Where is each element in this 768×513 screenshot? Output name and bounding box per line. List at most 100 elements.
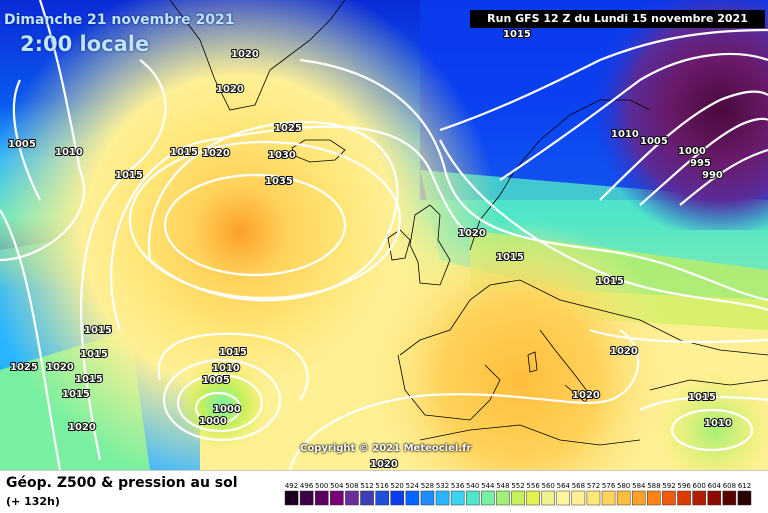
isobar-1015-ne [439, 139, 768, 312]
copyright-notice: Copyright © 2021 Meteociel.fr [300, 443, 472, 454]
isobar-label: 1030 [268, 150, 296, 161]
isobar-1005-e [499, 52, 768, 181]
isobars [0, 0, 768, 470]
pressure-map: 1015 1020 1020 1020 1005 1010 1015 1020 … [0, 0, 768, 470]
isobar-1015-mid [157, 332, 309, 401]
scale-tick-label: 560 [542, 482, 555, 490]
isobar-1005-nw [12, 79, 41, 201]
scale-swatch [496, 490, 510, 506]
field-low-green [150, 350, 290, 460]
isobar-1000-low [194, 391, 242, 425]
scale-tick-label: 576 [602, 482, 616, 490]
isobar-1020-west [110, 125, 481, 331]
uk-coast [409, 204, 451, 286]
scale-swatch [330, 490, 344, 506]
scale-tick-label: 596 [677, 482, 691, 490]
scale-swatch [631, 490, 646, 506]
scale-swatch [299, 490, 314, 506]
scale-tick-label: 552 [511, 482, 524, 490]
scale-swatch [345, 490, 359, 506]
isobar-label: 1015 [170, 147, 198, 158]
forecast-time: 2:00 locale [20, 32, 150, 56]
scale-tick-label: 600 [693, 482, 706, 490]
run-info-banner: Run GFS 12 Z du Lundi 15 novembre 2021 [470, 10, 765, 28]
isobar-label: 1015 [503, 29, 531, 40]
scale-swatch [616, 490, 631, 506]
isobar-1000-e [599, 90, 768, 201]
scale-swatch [707, 490, 722, 506]
isobar-label: 1010 [55, 147, 83, 158]
isobar-label: 1000 [199, 416, 227, 427]
scale-swatch [465, 490, 480, 506]
scale-tick-label: 520 [391, 482, 404, 490]
isobar-label: 1020 [202, 148, 230, 159]
isobar-label: 1020 [370, 459, 398, 470]
scale-swatch [737, 490, 752, 506]
scale-tick-label: 528 [421, 482, 434, 490]
scale-swatch [692, 490, 706, 506]
isobar-1020-south [288, 329, 640, 470]
scale-swatch [284, 490, 299, 506]
scale-tick-label: 544 [481, 482, 495, 490]
isobar-label: 1020 [231, 49, 259, 60]
scale-tick-label: 516 [375, 482, 389, 490]
scale-swatch [647, 490, 661, 506]
scale-tick-label: 524 [406, 482, 420, 490]
scale-swatch [360, 490, 374, 506]
scale-tick-label: 540 [466, 482, 479, 490]
isobar-label: 1015 [688, 392, 716, 403]
scale-swatch [450, 490, 465, 506]
isobar-1010-nw [0, 0, 86, 262]
scale-swatch [435, 490, 450, 506]
scale-tick-label: 492 [285, 482, 298, 490]
isobar-label: 1005 [8, 139, 36, 150]
scale-swatch [526, 490, 540, 506]
scale-tick-label: 512 [360, 482, 373, 490]
isobar-1035 [163, 173, 347, 277]
isobar-1025 [147, 120, 399, 302]
field-east-green [640, 360, 768, 470]
isobar-label: 1005 [640, 136, 668, 147]
isobar-990-e [679, 148, 768, 206]
color-scale: 492 496 500 504 508 512 516 520 524 528 532 536 540 5… [284, 482, 752, 506]
scale-swatch [662, 490, 676, 506]
isobar-label: 1010 [704, 418, 732, 429]
isobar-label: 1015 [80, 349, 108, 360]
isobar-1030 [128, 140, 402, 300]
legend-title: Géop. Z500 & pression au sol [6, 475, 238, 491]
scale-swatch [571, 490, 586, 506]
field-purple-low [560, 0, 768, 230]
forecast-date: Dimanche 21 novembre 2021 [4, 12, 235, 28]
scale-tick-label: 604 [708, 482, 722, 490]
isobar-1015-se [639, 395, 768, 411]
isobar-label: 1020 [572, 390, 600, 401]
scandinavia-coast [469, 99, 651, 251]
scale-tick-label: 592 [662, 482, 675, 490]
scale-tick-label: 496 [300, 482, 314, 490]
greenland-coast [169, 0, 346, 111]
isobar-label: 1020 [46, 362, 74, 373]
africa-coast [419, 424, 641, 446]
isobar-label: 1025 [10, 362, 38, 373]
isobar-label: 1015 [84, 325, 112, 336]
scale-tick-label: 568 [572, 482, 585, 490]
scale-tick-label: 536 [451, 482, 465, 490]
isobar-label: 1015 [62, 389, 90, 400]
legend-subtitle: (+ 132h) [6, 495, 60, 508]
isobar-label: 1015 [219, 347, 247, 358]
scale-tick-label: 584 [632, 482, 646, 490]
scale-tick-label: 588 [647, 482, 660, 490]
scale-swatch [375, 490, 389, 506]
isobar-1015-west [80, 59, 167, 461]
scale-tick-label: 556 [526, 482, 540, 490]
scale-swatch [677, 490, 691, 506]
scale-swatch [556, 490, 571, 506]
scale-swatch [420, 490, 435, 506]
scale-tick-label: 508 [345, 482, 358, 490]
isobar-label: 1035 [265, 176, 293, 187]
isobar-1010-se [670, 408, 754, 452]
scale-tick-label: 564 [557, 482, 571, 490]
isobar-1010-e [439, 28, 768, 132]
iberia-coast [397, 354, 501, 421]
scale-tick-label: 572 [587, 482, 600, 490]
